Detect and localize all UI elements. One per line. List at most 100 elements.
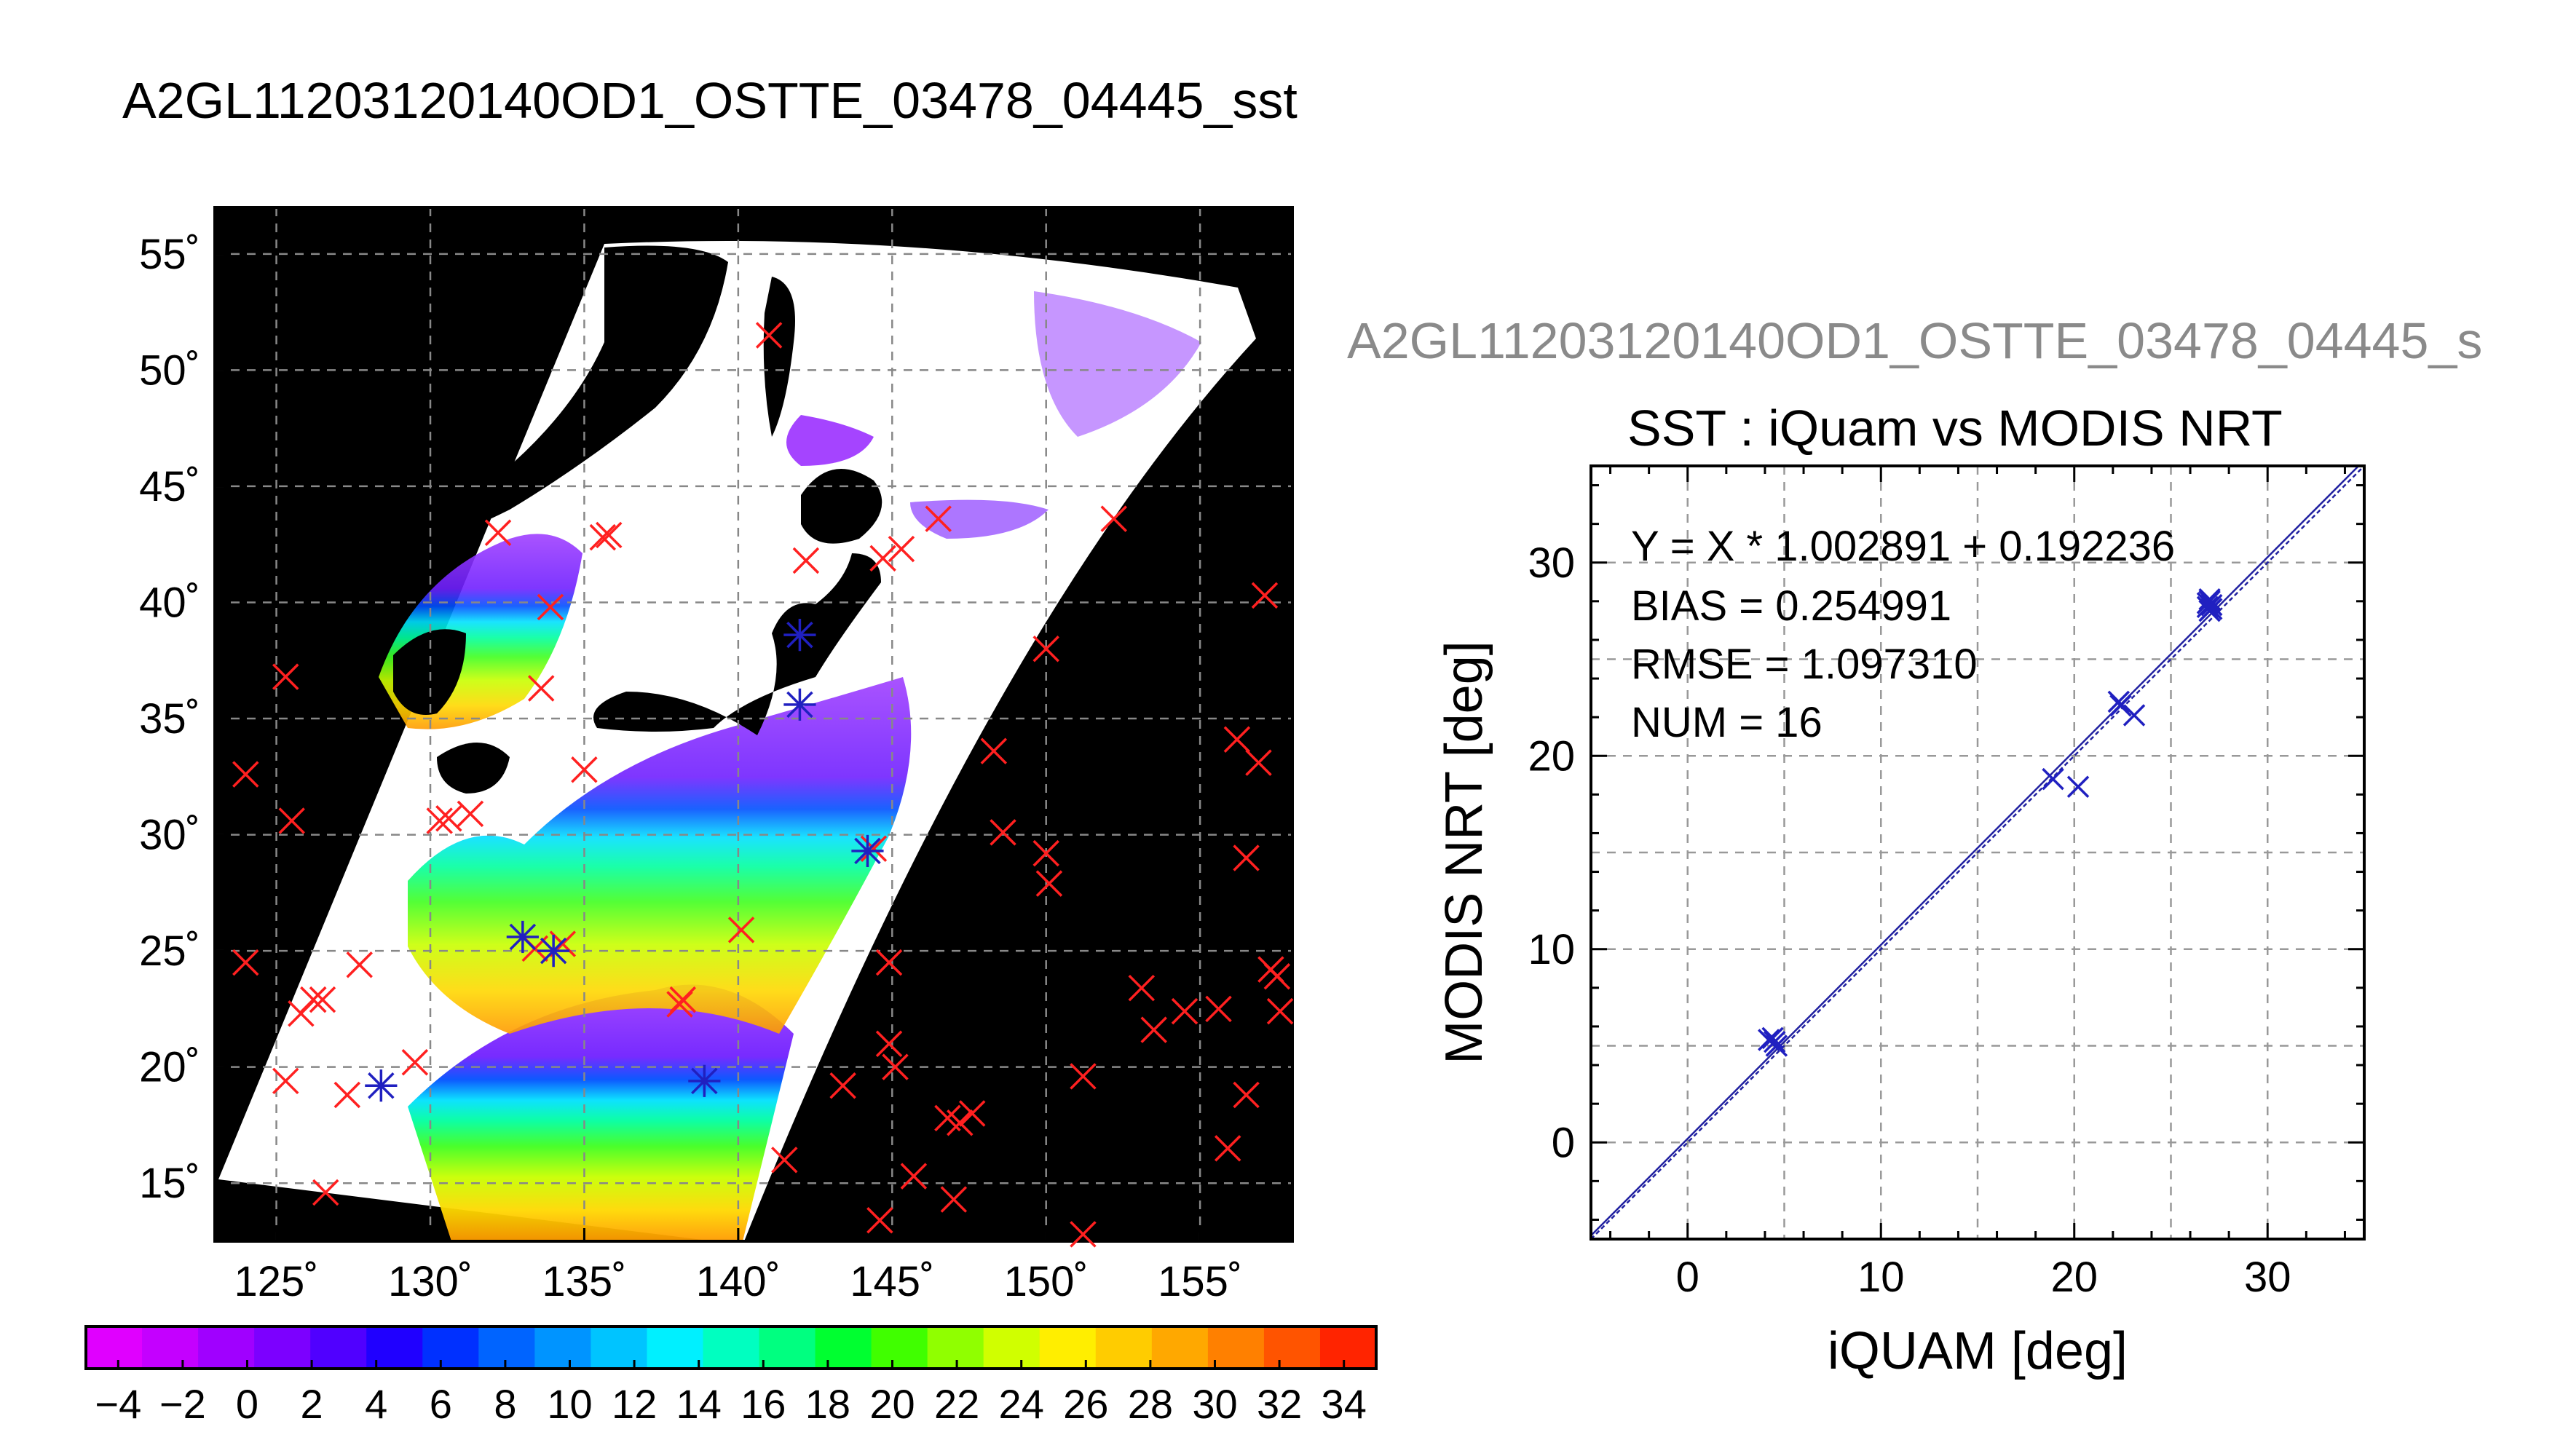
colorbar-segment — [254, 1326, 311, 1369]
map-buoy-marker-match — [851, 834, 884, 868]
map-buoy-marker — [888, 535, 915, 563]
colorbar-segment — [703, 1326, 760, 1369]
map-buoy-marker — [990, 819, 1016, 846]
map-buoy-marker — [232, 761, 259, 788]
colorbar-tick-label: 18 — [805, 1381, 850, 1427]
map-tick-labels: 125˚ 130˚ 135˚ 140˚ 145˚ 150˚ 155˚ 55˚ 50˚ 45˚ 40˚… — [139, 231, 1242, 1305]
map-buoy-marker — [1070, 1063, 1097, 1090]
map-buoy-marker — [1214, 1135, 1241, 1162]
map-buoy-marker — [869, 545, 896, 572]
map-buoy-marker — [1171, 997, 1198, 1025]
colorbar-segment — [1151, 1326, 1209, 1369]
scatter-point — [2122, 704, 2146, 727]
map-buoy-marker — [527, 675, 555, 702]
map-buoy-marker — [792, 547, 820, 574]
map-buoy-marker — [333, 1081, 361, 1109]
kyushu — [437, 743, 510, 794]
map-buoy-marker — [1223, 726, 1251, 753]
map-buoy-marker-match — [783, 688, 816, 721]
scatter-annotation-rmse: RMSE = 1.097310 — [1631, 641, 1978, 688]
land-masses — [342, 245, 882, 794]
scatter-point — [2066, 775, 2090, 798]
page-title: A2GL11203120140OD1_OSTTE_03478_04445_sst — [122, 72, 1298, 129]
colorbar-segment — [871, 1326, 928, 1369]
scatter-point — [2196, 596, 2219, 619]
map-buoy-marker — [232, 949, 259, 976]
scatter-markers — [1758, 587, 2223, 1057]
scatter-point — [1765, 1034, 1788, 1057]
colorbar-segment — [86, 1326, 143, 1369]
colorbar-tick-label: 20 — [869, 1381, 915, 1427]
regression-line — [1590, 465, 2360, 1237]
colorbar-tick-label: 30 — [1192, 1381, 1237, 1427]
scatter-x-tick-label: 0 — [1676, 1254, 1699, 1301]
map-buoy-marker — [1266, 997, 1294, 1025]
colorbar-tick-label: 4 — [365, 1381, 387, 1427]
scatter-point — [2198, 599, 2221, 622]
scatter-point — [2198, 587, 2221, 611]
sakhalin — [763, 277, 795, 437]
colorbar-segment — [647, 1326, 704, 1369]
map-x-tick-label: 130˚ — [388, 1258, 473, 1305]
sst-retrievals — [379, 291, 1201, 1241]
scatter-point — [2107, 690, 2131, 713]
map-buoy-marker — [940, 1186, 968, 1213]
map-buoy-marker — [346, 951, 373, 978]
scatter-header: A2GL11203120140OD1_OSTTE_03478_04445_s — [1347, 312, 2482, 369]
map-buoy-marker — [1032, 839, 1059, 867]
scatter-annotation-num: NUM = 16 — [1631, 699, 1823, 746]
scatter-point — [2198, 590, 2221, 613]
colorbar-tick-label: 22 — [934, 1381, 979, 1427]
map-buoy-marker — [312, 1179, 339, 1206]
scatter-point — [1761, 1026, 1784, 1050]
map-y-tick-label: 15˚ — [139, 1160, 200, 1207]
colorbar-frame — [84, 1325, 1378, 1370]
asian-mainland-north — [342, 245, 728, 561]
scatter-tick-labels: 0 10 20 30 0 10 20 30 — [1528, 466, 2364, 1301]
sst-region-pacific-n — [910, 499, 1049, 539]
scatter-point — [2042, 767, 2064, 791]
map-buoy-marker-match — [365, 1069, 398, 1102]
colorbar-tick-label: 6 — [430, 1381, 452, 1427]
map-buoy-marker — [900, 1163, 928, 1190]
colorbar-tick-label: 26 — [1063, 1381, 1108, 1427]
colorbar-tick-label: 8 — [494, 1381, 516, 1427]
colorbar-tick-label: 34 — [1322, 1381, 1367, 1427]
scatter-annotation-bias: BIAS = 0.254991 — [1631, 582, 1951, 630]
colorbar-tick-label: 16 — [741, 1381, 786, 1427]
map-y-tick-label: 55˚ — [139, 231, 200, 278]
sst-colorbar: −4 −2 0 2 4 6 8 10 12 14 16 18 20 22 24 26 28 30 32 34 — [84, 1325, 1378, 1427]
map-x-tick-label: 145˚ — [850, 1258, 934, 1305]
map-x-tick-label: 125˚ — [234, 1258, 319, 1305]
scatter-y-tick-label: 30 — [1528, 539, 1575, 587]
map-buoy-marker — [300, 986, 327, 1013]
japan-honshu — [593, 553, 881, 735]
map-buoy-marker — [1035, 870, 1063, 897]
map-buoy-marker — [484, 519, 512, 546]
map-buoy-marker — [426, 807, 453, 834]
map-y-tick-label: 20˚ — [139, 1044, 200, 1091]
map-buoy-marker — [435, 804, 462, 832]
colorbar-segment — [534, 1326, 592, 1369]
japan-hokkaido — [801, 469, 882, 544]
scatter-annotation-equation: Y = X * 1.002891 + 0.192236 — [1631, 523, 2175, 570]
map-buoy-marker — [1100, 505, 1127, 532]
map-buoy-marker — [925, 505, 952, 532]
scatter-y-tick-label: 0 — [1552, 1119, 1575, 1166]
colorbar-segment — [310, 1326, 368, 1369]
map-buoy-marker — [1205, 995, 1232, 1023]
map-y-tick-label: 50˚ — [139, 347, 200, 394]
sst-region-pacific-ne — [1034, 291, 1201, 437]
map-buoy-marker — [1128, 974, 1156, 1002]
colorbar-tick-label: 2 — [301, 1381, 323, 1427]
map-buoy-marker — [1245, 749, 1272, 776]
map-y-tick-label: 35˚ — [139, 695, 200, 743]
scatter-panel: A2GL11203120140OD1_OSTTE_03478_04445_s S… — [1347, 312, 2482, 1380]
map-y-tick-label: 25˚ — [139, 927, 200, 975]
colorbar-segment — [1263, 1326, 1321, 1369]
sst-region-okhotsk — [786, 415, 874, 466]
scatter-x-tick-label: 10 — [1857, 1254, 1905, 1301]
map-buoy-marker — [1140, 1016, 1167, 1043]
map-y-tick-label: 30˚ — [139, 812, 200, 859]
